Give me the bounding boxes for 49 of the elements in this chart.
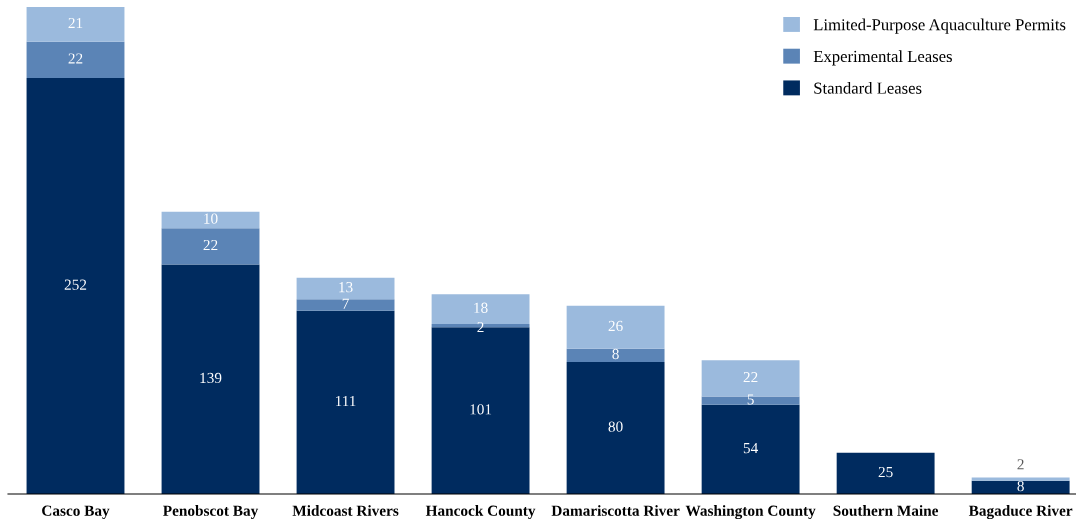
x-tick-label: Casco Bay	[42, 505, 110, 519]
data-label: 18	[474, 302, 488, 313]
x-tick-label: Southern Maine	[833, 505, 939, 516]
data-label: 25	[878, 466, 893, 478]
data-label: 21	[68, 17, 83, 29]
data-label: 22	[203, 239, 218, 251]
bar	[296, 277, 395, 300]
bar	[971, 477, 1070, 481]
data-label: 54	[743, 443, 758, 454]
x-tick-label: Bagaduce River	[968, 505, 1073, 520]
data-label: 8	[1017, 480, 1024, 492]
bar	[836, 452, 935, 494]
bar	[161, 264, 260, 494]
bar	[701, 404, 800, 494]
bar	[296, 299, 395, 311]
legend-label: Standard Leases	[814, 82, 922, 94]
x-tick-label: Hancock County	[425, 505, 536, 520]
data-label: 22	[743, 372, 758, 383]
bar	[161, 211, 260, 229]
x-tick-label: Washington County	[685, 505, 816, 520]
bar	[161, 228, 260, 265]
bar	[431, 294, 530, 324]
x-tick-label: Midcoast Rivers	[292, 505, 399, 516]
legend-label: Experimental Leases	[813, 50, 952, 66]
data-label: 7	[342, 298, 349, 309]
x-tick-label: Penobscot Bay	[163, 505, 259, 520]
data-label: 2	[1017, 459, 1024, 470]
bar	[701, 396, 800, 405]
data-label: 13	[339, 282, 353, 293]
x-tick-label: Damariscotta River	[551, 505, 680, 516]
bar	[26, 7, 125, 42]
data-label: 139	[200, 372, 222, 384]
data-label: 26	[608, 320, 623, 332]
data-label: 10	[204, 213, 218, 224]
legend-label: Limited-Purpose Aquaculture Permits	[813, 18, 1066, 34]
bar	[566, 305, 665, 349]
data-label: 22	[68, 53, 83, 64]
bar	[566, 361, 665, 494]
bar	[296, 310, 395, 494]
data-label: 101	[470, 404, 492, 415]
data-label: 252	[64, 279, 87, 290]
data-label: 111	[336, 395, 356, 407]
data-label: 8	[612, 348, 619, 360]
data-label: 5	[747, 394, 754, 405]
data-label: 2	[477, 321, 484, 333]
data-label: 80	[608, 421, 623, 432]
bar	[566, 348, 665, 362]
bar	[26, 77, 125, 494]
bar	[26, 41, 125, 78]
